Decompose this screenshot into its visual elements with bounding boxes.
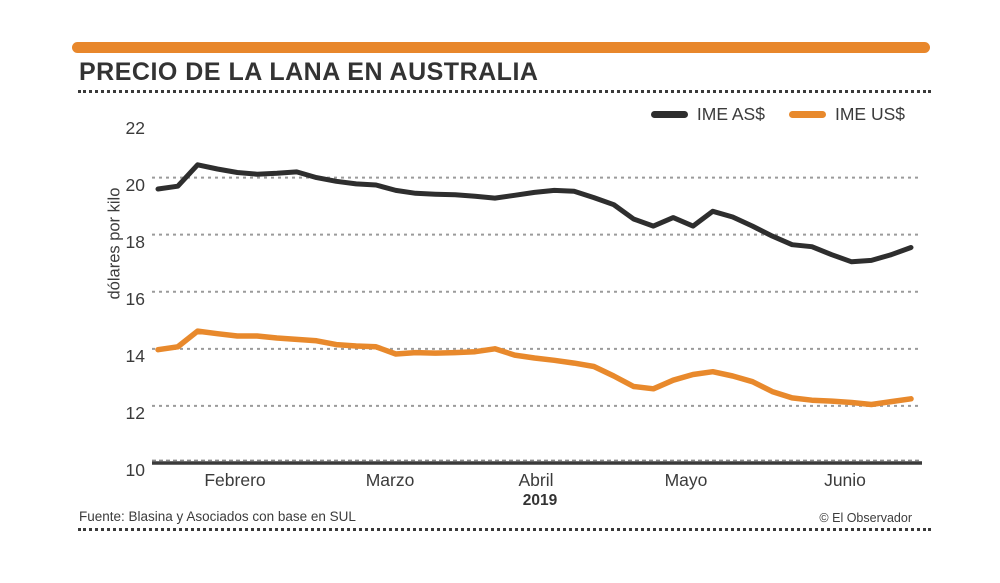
title-divider xyxy=(78,90,931,93)
y-tick-label: 12 xyxy=(125,402,145,423)
chart-title: PRECIO DE LA LANA EN AUSTRALIA xyxy=(79,58,539,86)
x-tick-label-mayo: Mayo xyxy=(664,470,708,490)
source-note: Fuente: Blasina y Asociados con base en … xyxy=(79,509,356,524)
legend-item-ime-us: IME US$ xyxy=(788,104,905,125)
legend-label-ime-as: IME AS$ xyxy=(696,104,765,124)
credit-note: © El Observador xyxy=(819,511,912,525)
legend: IME AS$ IME US$ xyxy=(650,104,905,125)
y-tick-label: 22 xyxy=(125,117,145,138)
bottom-divider xyxy=(78,528,931,531)
y-tick-label: 10 xyxy=(125,460,145,480)
year-label: 2019 xyxy=(522,492,558,509)
y-tick-label: 18 xyxy=(125,231,145,252)
legend-item-ime-as: IME AS$ xyxy=(650,104,765,125)
legend-label-ime-us: IME US$ xyxy=(834,104,905,124)
y-tick-label: 16 xyxy=(125,288,145,309)
series-line-ime-us xyxy=(155,328,914,408)
x-tick-label-febrero: Febrero xyxy=(204,470,266,490)
y-tick-label: 14 xyxy=(125,345,145,366)
legend-swatch-ime-us xyxy=(788,111,826,118)
x-tick-label-junio: Junio xyxy=(824,470,866,490)
x-tick-label-marzo: Marzo xyxy=(365,470,415,490)
y-tick-label: 20 xyxy=(125,174,145,195)
x-tick-label-abril: Abril xyxy=(518,470,554,490)
series-line-ime-as xyxy=(155,162,914,265)
accent-bar xyxy=(72,42,930,53)
legend-swatch-ime-as xyxy=(650,111,688,118)
